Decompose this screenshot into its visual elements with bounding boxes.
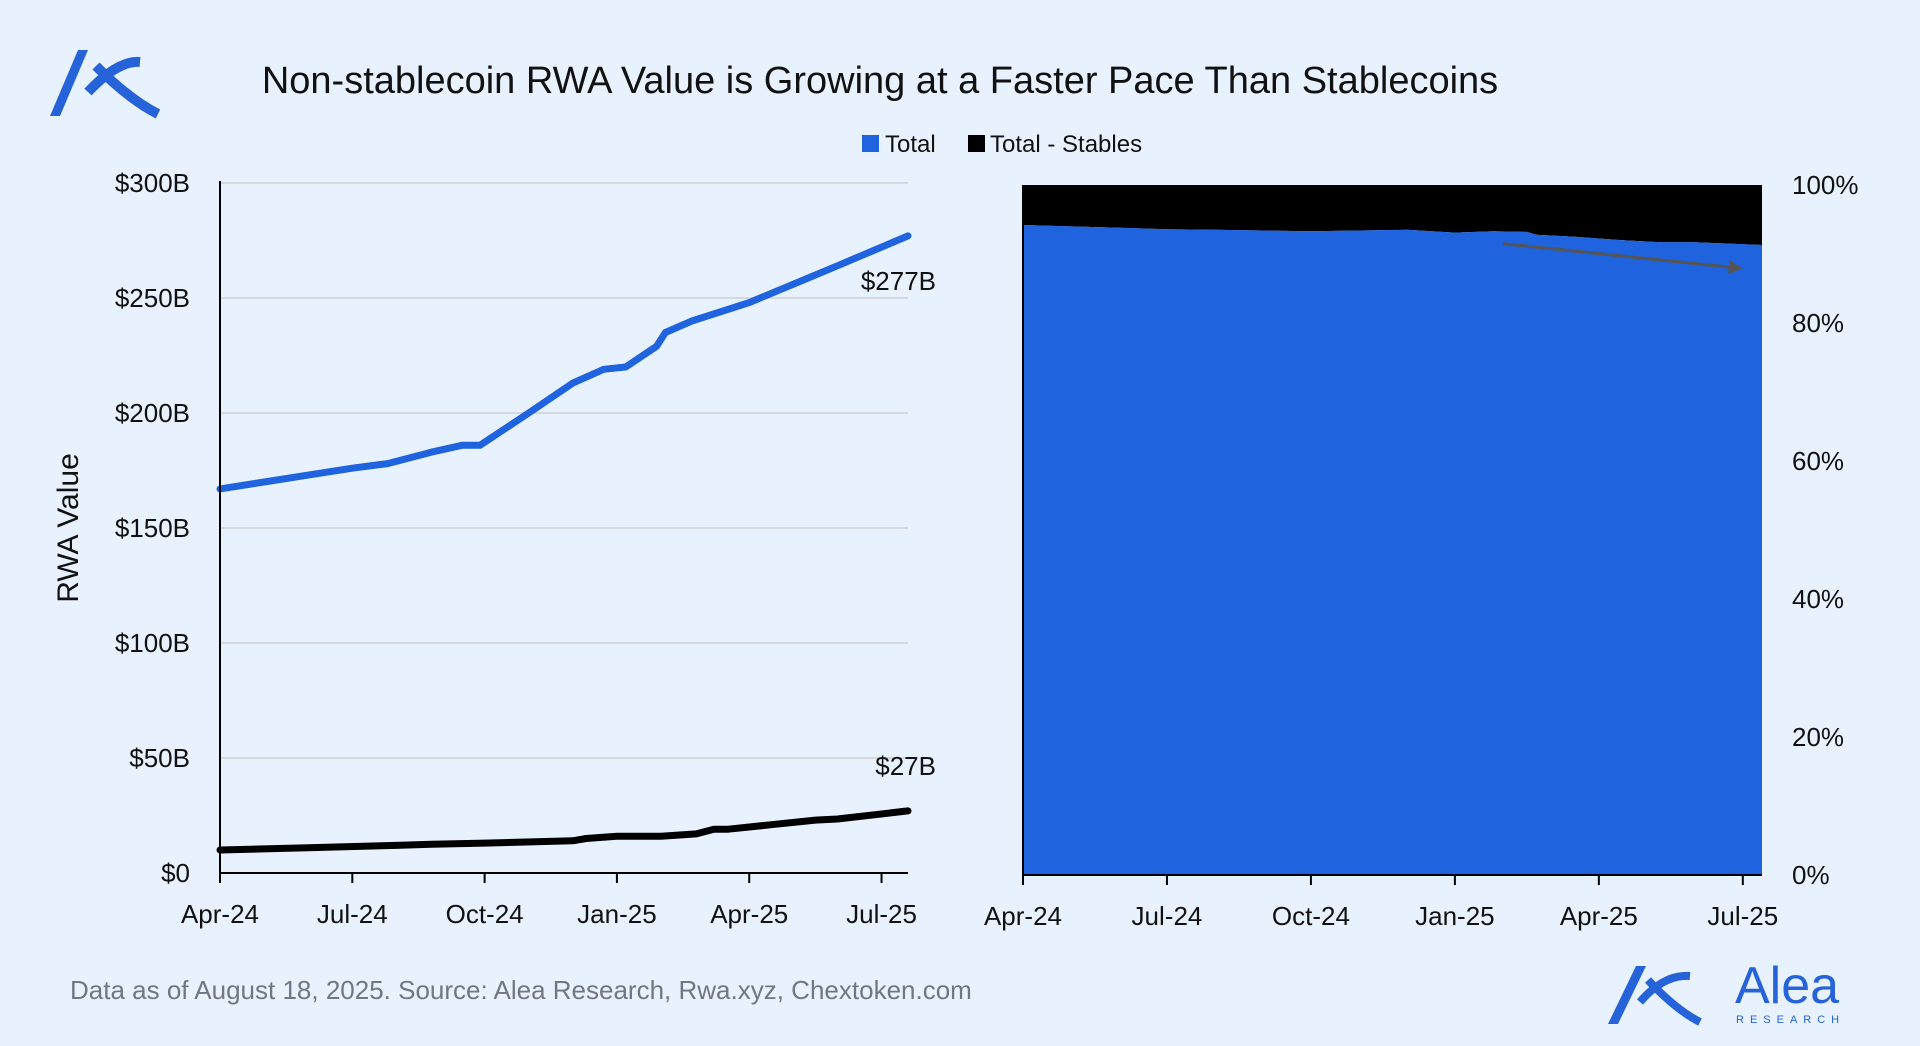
source-note: Data as of August 18, 2025. Source: Alea… [70, 975, 972, 1005]
right-x-tick-label: Jul-25 [1707, 901, 1778, 931]
brand-mark-icon [1608, 966, 1702, 1026]
legend-swatch-total [862, 135, 879, 152]
left-x-tick-label: Apr-24 [181, 899, 259, 929]
left-x-tick-label: Jul-24 [317, 899, 388, 929]
left-y-tick-label: $200B [115, 398, 190, 428]
right-y-tick-label: 20% [1792, 722, 1844, 752]
right-x-tick-label: Jul-24 [1132, 901, 1203, 931]
right-x-tick-labels: Apr-24 Jul-24 Oct-24 Jan-25 Apr-25 Jul-25 [984, 901, 1778, 931]
alea-logo-icon [50, 50, 161, 119]
right-y-tick-label: 60% [1792, 446, 1844, 476]
right-y-tick-label: 100% [1792, 170, 1859, 200]
right-y-tick-label: 0% [1792, 860, 1830, 890]
left-x-tick-label: Jul-25 [846, 899, 917, 929]
left-x-tick-labels: Apr-24 Jul-24 Oct-24 Jan-25 Apr-25 Jul-25 [181, 899, 917, 929]
chart-title: Non-stablecoin RWA Value is Growing at a… [262, 60, 1498, 102]
series-line-total-minus-stables [216, 807, 912, 854]
left-axes [219, 181, 908, 883]
left-gridlines [220, 182, 908, 759]
left-end-labels: $277B $27B [861, 266, 936, 781]
trend-arrow-line [1502, 242, 1733, 269]
end-label-total-minus-stables: $27B [875, 751, 936, 781]
brand-sub: RESEARCH [1736, 1014, 1845, 1026]
right-y-tick-labels: 0% 20% 40% 60% 80% 100% [1792, 170, 1859, 890]
left-y-tick-label: $0 [161, 858, 190, 888]
brand-logo: Alea RESEARCH [1608, 957, 1845, 1026]
left-y-tick-label: $100B [115, 628, 190, 658]
left-y-tick-label: $250B [115, 283, 190, 313]
right-y-tick-label: 40% [1792, 584, 1844, 614]
area-total-minus-stables [1023, 185, 1762, 245]
right-x-tick-label: Apr-25 [1560, 901, 1638, 931]
left-y-tick-label: $50B [129, 743, 190, 773]
right-axes [1022, 185, 1762, 885]
left-x-tick-label: Jan-25 [577, 899, 657, 929]
right-x-tick-label: Apr-24 [984, 901, 1062, 931]
legend-label-total: Total [885, 131, 936, 158]
left-y-tick-label: $150B [115, 513, 190, 543]
trend-arrow-head [1728, 260, 1743, 275]
left-x-tick-label: Apr-25 [710, 899, 788, 929]
end-label-total: $277B [861, 266, 936, 296]
trend-arrow [1502, 242, 1743, 275]
left-y-tick-labels: $0 $50B $100B $150B $200B $250B $300B [115, 168, 190, 888]
left-x-tick-label: Oct-24 [446, 899, 524, 929]
right-x-tick-label: Oct-24 [1272, 901, 1350, 931]
left-y-axis-label: RWA Value [52, 453, 85, 603]
series-line-total [216, 232, 912, 493]
legend: Total Total - Stables [862, 131, 1142, 158]
right-x-tick-label: Jan-25 [1415, 901, 1495, 931]
right-area-chart: 0% 20% 40% 60% 80% 100% Apr-24 Jul-24 Oct-24 Jan… [984, 170, 1859, 931]
right-y-tick-label: 80% [1792, 308, 1844, 338]
legend-label-total-minus-stables: Total - Stables [990, 131, 1142, 158]
area-total [1023, 225, 1762, 875]
brand-name: Alea [1735, 957, 1839, 1015]
legend-swatch-total-minus-stables [968, 135, 985, 152]
left-y-tick-label: $300B [115, 168, 190, 198]
left-line-chart: $0 $50B $100B $150B $200B $250B $300B Apr-24 Ju… [52, 168, 936, 929]
left-series [216, 232, 912, 854]
right-areas [1023, 185, 1762, 875]
